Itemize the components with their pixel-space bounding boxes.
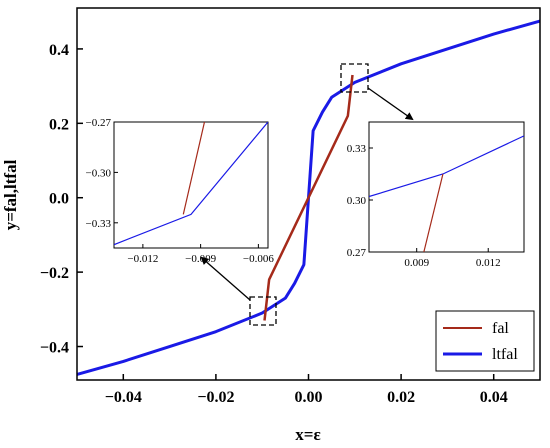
zoom-box-right [340, 63, 369, 93]
inset-x-tick-label: 0.009 [404, 257, 429, 269]
inset-y-tick-label: −0.30 [86, 167, 112, 179]
legend-label-ltfal: ltfal [492, 346, 518, 363]
inset-y-tick-label: 0.30 [347, 195, 367, 207]
y-tick-label: 0.2 [49, 116, 69, 133]
inset-x-tick-label: 0.012 [476, 257, 501, 269]
x-tick-label: 0.00 [295, 389, 323, 406]
inset-left-line-fal [182, 122, 206, 215]
y-axis-title: y=fal,ltfal [1, 159, 20, 230]
zoom-box-left [249, 296, 277, 326]
inset-x-tick-label: −0.012 [127, 253, 158, 265]
inset-left: −0.012 −0.009 −0.006 −0.27 −0.30 −0.33 [86, 117, 275, 265]
legend-label-fal: fal [492, 320, 509, 337]
inset-y-tick-label: 0.33 [347, 143, 367, 155]
inset-left-line-ltfal [114, 122, 268, 246]
y-tick-label: −0.2 [40, 265, 69, 282]
x-axis-title: x=ε [295, 425, 320, 444]
x-tick-label: 0.02 [387, 389, 415, 406]
inset-x-tick-label: −0.006 [243, 253, 274, 265]
y-tick-label: 0.0 [49, 191, 69, 208]
x-tick-label: −0.02 [197, 389, 234, 406]
inset-y-tick-label: −0.27 [86, 117, 112, 129]
inset-right: 0.009 0.012 0.33 0.30 0.27 [347, 121, 525, 269]
x-tick-label: 0.04 [480, 389, 508, 406]
x-tick-label: −0.04 [105, 389, 142, 406]
inset-right-line-fal [423, 173, 444, 252]
series-line-fal [263, 74, 354, 321]
arrow-left [200, 256, 251, 301]
arrow-right [367, 87, 414, 121]
inset-y-tick-label: −0.33 [86, 218, 112, 230]
legend: fal ltfal [435, 310, 535, 372]
inset-y-tick-label: 0.27 [347, 247, 367, 259]
y-tick-label: −0.4 [40, 340, 69, 357]
y-tick-label: 0.4 [49, 42, 69, 59]
inset-x-tick-label: −0.009 [185, 253, 216, 265]
